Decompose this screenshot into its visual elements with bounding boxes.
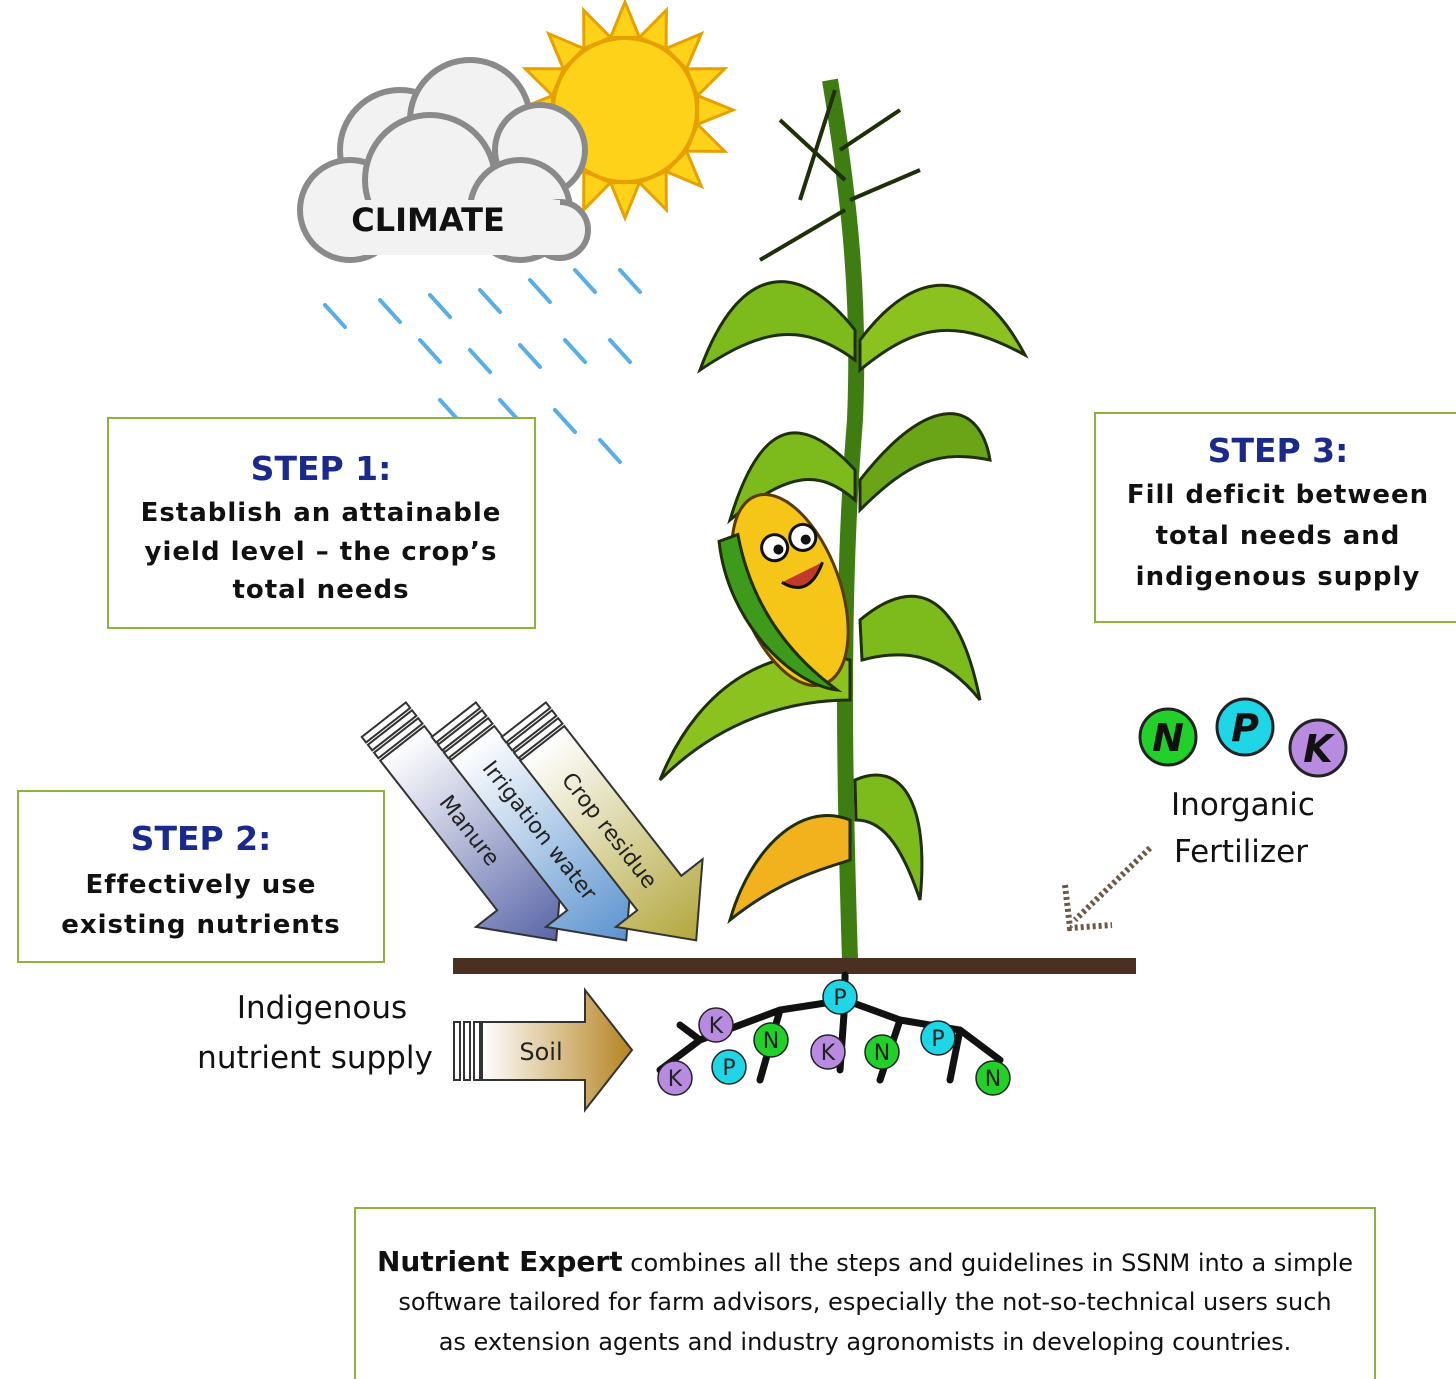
nutrient-letter: N <box>763 1029 779 1054</box>
step-text: Effectively use <box>86 870 317 900</box>
rain-drop <box>600 440 620 462</box>
rain-drop <box>470 350 490 372</box>
soil-arrow-label: Soil <box>519 1038 562 1066</box>
rain-drop <box>575 270 595 292</box>
nutrient-letter: P <box>931 1027 944 1052</box>
soil-surface <box>453 958 1136 974</box>
rain-drop <box>420 340 440 362</box>
diagram: CLIMATE STEP 1: Establish an attainable … <box>0 0 1456 1379</box>
rain-drop <box>380 300 400 322</box>
footer-line <box>623 1249 631 1277</box>
footer-line: combines all the steps and guidelines in… <box>630 1249 1353 1277</box>
step-text: Establish an attainable <box>141 498 502 528</box>
rain-drop <box>565 340 585 362</box>
step-title: STEP 3: <box>1208 431 1349 470</box>
nutrient-letter: N <box>985 1067 1001 1092</box>
step-text: total needs and <box>1156 521 1401 551</box>
step-text: indigenous supply <box>1136 562 1421 592</box>
rain-drop <box>555 410 575 432</box>
nutrient-letter: P <box>833 986 846 1011</box>
nutrient-letter: K <box>821 1041 836 1066</box>
sun-ray <box>698 96 733 125</box>
fertilizer-letter: N <box>1152 716 1184 760</box>
footer-text: as extension agents and industry agronom… <box>439 1328 1292 1356</box>
fertilizer-arrow <box>1065 848 1150 928</box>
supply-label: Indigenous <box>237 990 407 1026</box>
fertilizer-letter: K <box>1303 727 1335 771</box>
step-text: total needs <box>232 575 409 605</box>
rain-drop <box>620 270 640 292</box>
footer-text: Nutrient Expert combines all the steps a… <box>377 1245 1353 1278</box>
rain-drop <box>430 295 450 317</box>
nutrient-letter: K <box>709 1014 724 1039</box>
step-title: STEP 2: <box>131 819 272 858</box>
nutrient-letter: K <box>668 1067 683 1092</box>
nutrient-letter: N <box>874 1041 890 1066</box>
corn-plant <box>660 80 1025 960</box>
fertilizer-label: Inorganic <box>1171 787 1315 823</box>
rain-drop <box>325 305 345 327</box>
step-title: STEP 1: <box>251 449 392 488</box>
step-text: Fill deficit between <box>1127 480 1429 510</box>
sun-ray <box>611 183 640 218</box>
rain-drop <box>530 280 550 302</box>
step-text: existing nutrients <box>61 910 341 940</box>
fertilizer-label: Fertilizer <box>1174 834 1308 870</box>
rain-drop <box>480 290 500 312</box>
step-text: yield level – the crop’s <box>145 537 498 567</box>
footer-highlight: Nutrient Expert <box>377 1245 623 1278</box>
climate-label: CLIMATE <box>351 201 505 239</box>
rain-drop <box>520 345 540 367</box>
footer-text: software tailored for farm advisors, esp… <box>398 1288 1331 1316</box>
rain-drop <box>610 340 630 362</box>
sun-ray <box>611 2 640 37</box>
nutrient-letter: P <box>722 1056 735 1081</box>
fertilizer-letter: P <box>1231 706 1259 750</box>
supply-label: nutrient supply <box>197 1040 433 1076</box>
